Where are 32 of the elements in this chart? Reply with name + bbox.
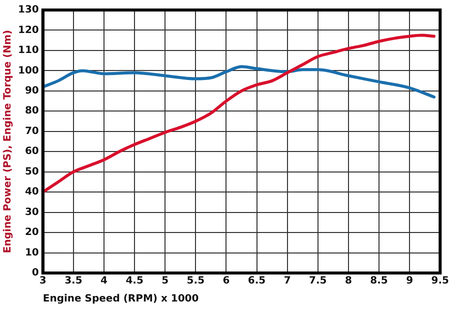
- x-tick-label: 6: [222, 276, 230, 287]
- y-tick-label: 110: [18, 45, 39, 56]
- x-tick-label: 9: [406, 276, 414, 287]
- y-tick-label: 10: [24, 247, 39, 258]
- y-axis-title: Engine Power (PS), Engine Torque (Nm): [2, 30, 14, 254]
- line-series: [42, 65, 436, 98]
- x-tick-label: 8: [344, 276, 352, 287]
- x-tick-label: 6.5: [248, 276, 266, 287]
- x-tick-label: 4.5: [126, 276, 144, 287]
- x-tick-label: 7.5: [309, 276, 327, 287]
- y-tick-label: 0: [32, 268, 39, 279]
- x-tick-label: 4: [100, 276, 108, 287]
- x-tick-label: 5: [162, 276, 169, 287]
- y-tick-label: 130: [18, 4, 39, 16]
- line-series: [42, 34, 436, 194]
- y-tick-label: 20: [24, 227, 39, 238]
- y-tick-label: 100: [18, 65, 39, 76]
- y-tick-label: 50: [24, 166, 39, 178]
- y-tick-label: 30: [24, 206, 39, 218]
- x-tick-label: 7: [284, 276, 291, 287]
- x-tick-label: 3: [39, 276, 46, 287]
- y-tick-label: 70: [24, 126, 39, 137]
- y-tick-label: 60: [24, 146, 39, 158]
- x-axis-title: Engine Speed (RPM) x 1000: [42, 294, 199, 305]
- x-tick-label: 9.5: [431, 276, 450, 287]
- x-tick-label: 8.5: [370, 276, 388, 287]
- y-tick-label: 80: [24, 106, 39, 117]
- y-tick-label: 90: [24, 86, 39, 97]
- y-tick-label: 40: [24, 186, 39, 198]
- y-tick-label: 120: [18, 24, 39, 36]
- x-tick-label: 5.5: [186, 276, 205, 287]
- x-tick-label: 3.5: [64, 276, 82, 287]
